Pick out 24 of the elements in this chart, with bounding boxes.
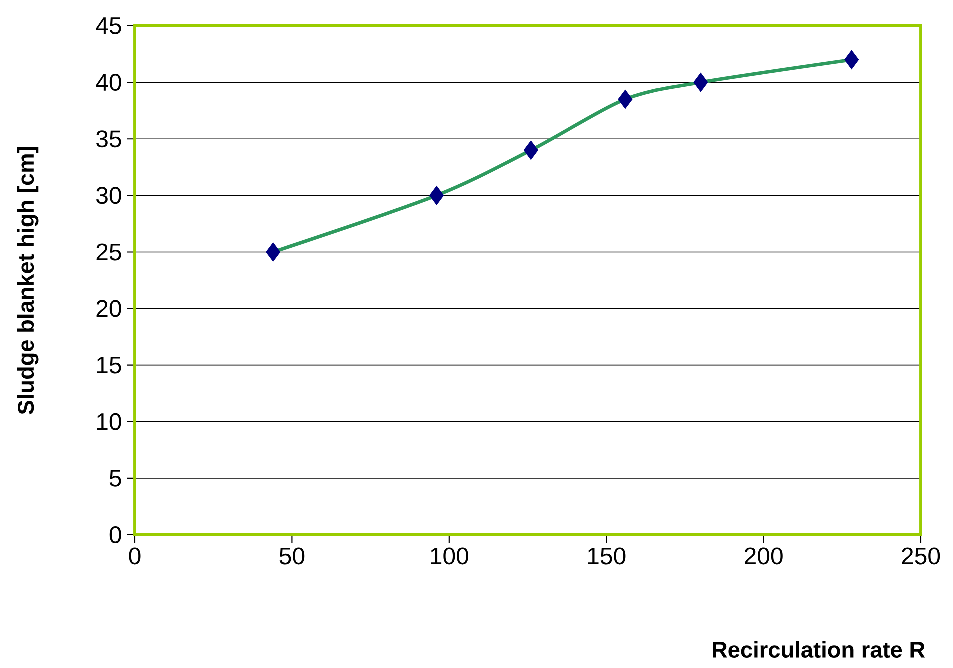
point xyxy=(844,50,860,70)
x-tick-label: 100 xyxy=(431,548,468,565)
x-tick-label: 0 xyxy=(129,548,141,565)
y-axis-title: Sludge blanket high [cm] xyxy=(18,147,39,415)
x-tick-label: 200 xyxy=(744,548,783,565)
point xyxy=(430,186,444,206)
x-tick-label: 250 xyxy=(902,548,940,565)
y-tick-label: 25 xyxy=(96,244,122,261)
point xyxy=(694,72,708,92)
point xyxy=(524,140,538,160)
y-tick-label: 30 xyxy=(96,187,122,204)
y-tick-label: 35 xyxy=(96,130,122,148)
x-tick-label: 150 xyxy=(588,548,626,565)
y-tick-label: 20 xyxy=(96,300,122,318)
y-tick-label: 40 xyxy=(96,74,122,92)
x-tick-label: 50 xyxy=(280,548,305,565)
y-tick-label: 15 xyxy=(97,356,122,374)
y-tick-label: 0 xyxy=(110,526,122,544)
y-tick-label: 45 xyxy=(96,18,122,34)
point xyxy=(266,242,281,262)
x-axis-title: Recirculation rate R xyxy=(713,641,926,658)
y-tick-label: 5 xyxy=(110,470,122,487)
point xyxy=(618,90,633,110)
y-tick-label: 10 xyxy=(97,413,122,430)
